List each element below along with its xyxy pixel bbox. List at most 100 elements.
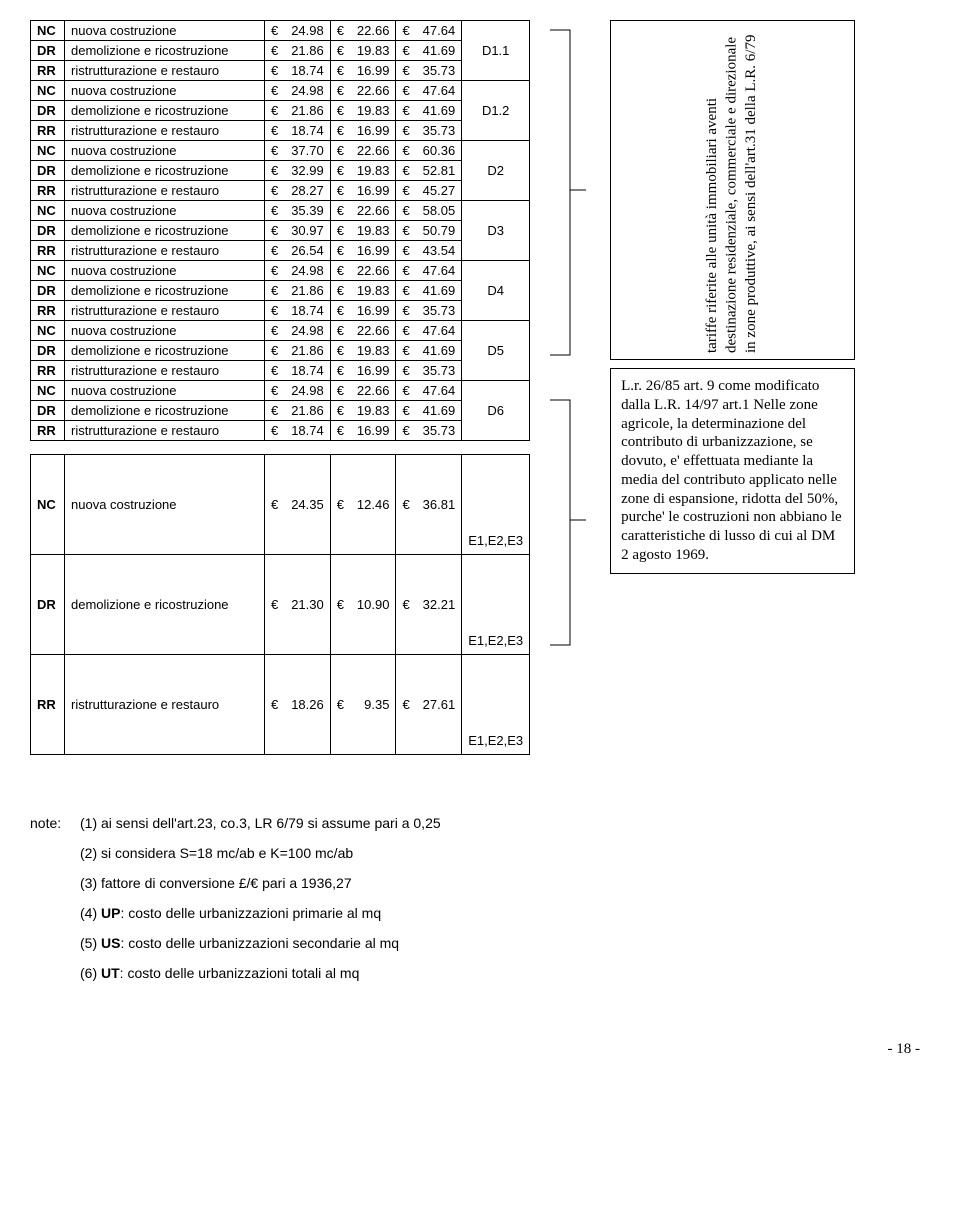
row-v2: 16.99 (346, 121, 396, 141)
row-desc: ristrutturazione e restauro (65, 421, 265, 441)
table-row: RR ristrutturazione e restauro €26.54 €1… (31, 241, 530, 261)
row-v3: 35.73 (412, 301, 462, 321)
row-v2: 19.83 (346, 221, 396, 241)
euro-symbol: € (265, 41, 281, 61)
row-v2: 16.99 (346, 181, 396, 201)
row-code: NC (31, 321, 65, 341)
row-v3: 35.73 (412, 361, 462, 381)
table-row: DR demolizione e ricostruzione €30.97 €1… (31, 221, 530, 241)
row-v2: 19.83 (346, 341, 396, 361)
table-row: DR demolizione e ricostruzione €21.86 €1… (31, 401, 530, 421)
row-code: DR (31, 281, 65, 301)
row-code: RR (31, 655, 65, 755)
euro-symbol: € (330, 261, 346, 281)
euro-symbol: € (265, 401, 281, 421)
row-tag: E1,E2,E3 (462, 555, 530, 655)
euro-symbol: € (396, 381, 412, 401)
euro-symbol: € (396, 141, 412, 161)
row-v2: 22.66 (346, 201, 396, 221)
row-v3: 32.21 (412, 555, 462, 655)
row-desc: ristrutturazione e restauro (65, 655, 265, 755)
table-row: DR demolizione e ricostruzione €21.86 €1… (31, 101, 530, 121)
table-row: NC nuova costruzione €24.98 €22.66 €47.6… (31, 381, 530, 401)
row-desc: nuova costruzione (65, 261, 265, 281)
euro-symbol: € (396, 421, 412, 441)
row-code: RR (31, 361, 65, 381)
row-v1: 21.86 (280, 41, 330, 61)
row-v3: 45.27 (412, 181, 462, 201)
euro-symbol: € (396, 181, 412, 201)
table-row: RR ristrutturazione e restauro €18.74 €1… (31, 61, 530, 81)
row-v1: 26.54 (280, 241, 330, 261)
euro-symbol: € (265, 261, 281, 281)
euro-symbol: € (330, 201, 346, 221)
row-code: RR (31, 241, 65, 261)
euro-symbol: € (265, 421, 281, 441)
row-v1: 18.26 (280, 655, 330, 755)
euro-symbol: € (330, 401, 346, 421)
euro-symbol: € (396, 201, 412, 221)
row-desc: demolizione e ricostruzione (65, 41, 265, 61)
euro-symbol: € (396, 161, 412, 181)
row-code: NC (31, 21, 65, 41)
row-tag: D1.2 (462, 81, 530, 141)
table-row: NC nuova costruzione €24.98 €22.66 €47.6… (31, 261, 530, 281)
euro-symbol: € (330, 361, 346, 381)
row-v2: 19.83 (346, 281, 396, 301)
page-number: - 18 - (30, 1041, 930, 1058)
row-v1: 35.39 (280, 201, 330, 221)
table-row: RR ristrutturazione e restauro €18.74 €1… (31, 301, 530, 321)
row-tag: D3 (462, 201, 530, 261)
row-tag: E1,E2,E3 (462, 655, 530, 755)
euro-symbol: € (330, 21, 346, 41)
row-v1: 21.86 (280, 101, 330, 121)
table-row: NC nuova costruzione €24.98 €22.66 €47.6… (31, 21, 530, 41)
table-row: NC nuova costruzione €37.70 €22.66 €60.3… (31, 141, 530, 161)
row-v1: 28.27 (280, 181, 330, 201)
row-v3: 47.64 (412, 321, 462, 341)
row-v2: 19.83 (346, 161, 396, 181)
euro-symbol: € (330, 101, 346, 121)
euro-symbol: € (265, 241, 281, 261)
row-v3: 47.64 (412, 381, 462, 401)
table-row: RR ristrutturazione e restauro €18.74 €1… (31, 421, 530, 441)
euro-symbol: € (265, 121, 281, 141)
euro-symbol: € (330, 161, 346, 181)
row-v1: 18.74 (280, 421, 330, 441)
row-tag: D2 (462, 141, 530, 201)
euro-symbol: € (330, 41, 346, 61)
row-v2: 16.99 (346, 361, 396, 381)
row-v1: 24.35 (280, 455, 330, 555)
euro-symbol: € (265, 321, 281, 341)
euro-symbol: € (396, 101, 412, 121)
row-v3: 35.73 (412, 121, 462, 141)
row-v2: 16.99 (346, 421, 396, 441)
row-v1: 24.98 (280, 381, 330, 401)
row-code: DR (31, 101, 65, 121)
table-row: NC nuova costruzione €24.98 €22.66 €47.6… (31, 321, 530, 341)
row-v3: 35.73 (412, 421, 462, 441)
row-desc: ristrutturazione e restauro (65, 301, 265, 321)
row-v1: 24.98 (280, 321, 330, 341)
euro-symbol: € (265, 141, 281, 161)
row-tag: D6 (462, 381, 530, 441)
euro-symbol: € (330, 341, 346, 361)
row-v3: 52.81 (412, 161, 462, 181)
euro-symbol: € (330, 655, 346, 755)
row-v2: 16.99 (346, 61, 396, 81)
euro-symbol: € (396, 455, 412, 555)
note-item: (4) UP: costo delle urbanizzazioni prima… (80, 905, 930, 921)
euro-symbol: € (330, 181, 346, 201)
row-code: RR (31, 121, 65, 141)
euro-symbol: € (396, 281, 412, 301)
row-v2: 22.66 (346, 321, 396, 341)
side-note-box: L.r. 26/85 art. 9 come modificato dalla … (610, 368, 855, 574)
row-v1: 18.74 (280, 361, 330, 381)
note-item: (1) ai sensi dell'art.23, co.3, LR 6/79 … (80, 815, 441, 831)
euro-symbol: € (265, 201, 281, 221)
notes-label: note: (30, 815, 80, 831)
euro-symbol: € (330, 141, 346, 161)
table-row: DR demolizione e ricostruzione €21.86 €1… (31, 41, 530, 61)
table-row: DR demolizione e ricostruzione €21.30 €1… (31, 555, 530, 655)
row-code: RR (31, 61, 65, 81)
